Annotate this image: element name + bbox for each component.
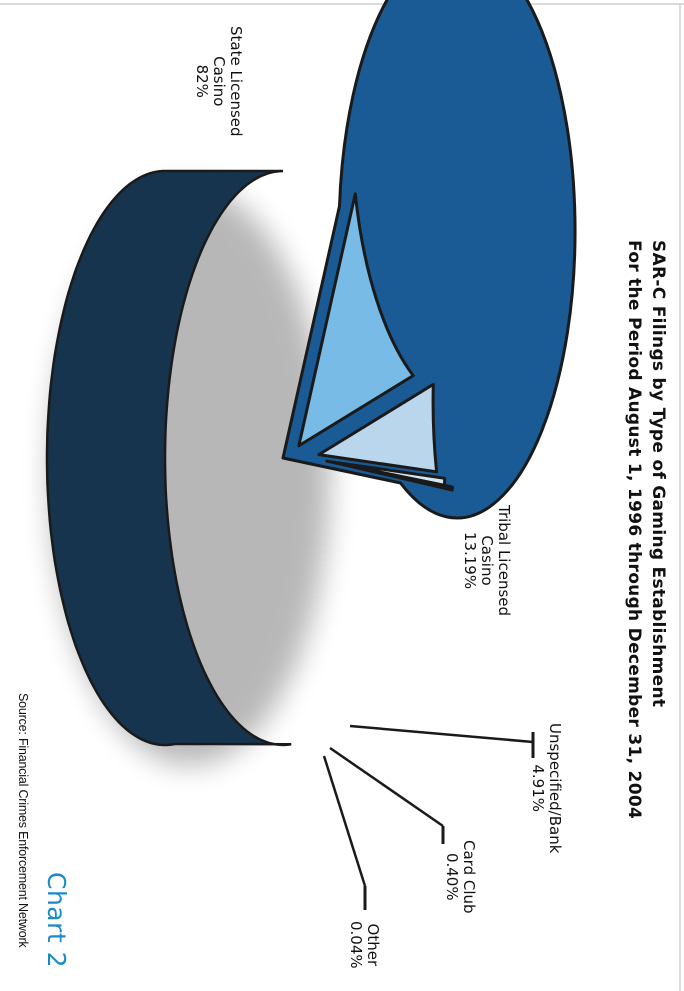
source-note: Source: Financial Crimes Enforcement Net… xyxy=(16,693,30,948)
slice-label-pct: 13.19% xyxy=(461,531,479,590)
chart-subtitle: For the Period August 1, 1996 through De… xyxy=(624,240,644,820)
pie-slice-unspecified-bank xyxy=(317,382,439,474)
slice-label-unspecified: Unspecified/Bank 4.91% xyxy=(529,723,564,854)
slice-label-line: State Licensed xyxy=(227,26,245,137)
slice-label-pct: 0.04% xyxy=(347,921,365,969)
leader-line xyxy=(349,724,534,744)
chart-number: Chart 2 xyxy=(42,872,71,969)
pie-side-state xyxy=(45,169,292,747)
chart-title: SAR-C Filings by Type of Gaming Establis… xyxy=(648,240,668,708)
slice-label-pct: 82% xyxy=(193,64,211,98)
slice-label-cardclub: Card Club 0.40% xyxy=(443,840,478,914)
leader-lines xyxy=(322,724,535,910)
slice-label-line: Tribal Licensed xyxy=(495,505,513,617)
chart-title-block: SAR-C Filings by Type of Gaming Establis… xyxy=(622,240,670,819)
pie-side xyxy=(45,169,292,747)
slice-label-tribal: Tribal Licensed Casino 13.19% xyxy=(461,505,513,617)
slice-label-pct: 4.91% xyxy=(529,764,547,813)
slice-label-state: State Licensed Casino 82% xyxy=(193,26,245,137)
slice-label-line: Other xyxy=(364,923,382,967)
slice-label-other: Other 0.04% xyxy=(347,921,382,969)
pie-slice-tribal-licensed-casino xyxy=(297,192,415,448)
leader-line xyxy=(322,755,367,887)
pie-top xyxy=(281,0,577,520)
slice-label-line: Card Club xyxy=(460,840,478,914)
slice-label-line: Unspecified/Bank xyxy=(546,723,564,854)
leader-line xyxy=(329,746,444,828)
pie-slice-other xyxy=(333,461,454,492)
slice-label-line: Casino xyxy=(478,535,496,586)
slice-label-line: Casino xyxy=(210,56,228,107)
slice-label-pct: 0.40% xyxy=(443,852,461,901)
